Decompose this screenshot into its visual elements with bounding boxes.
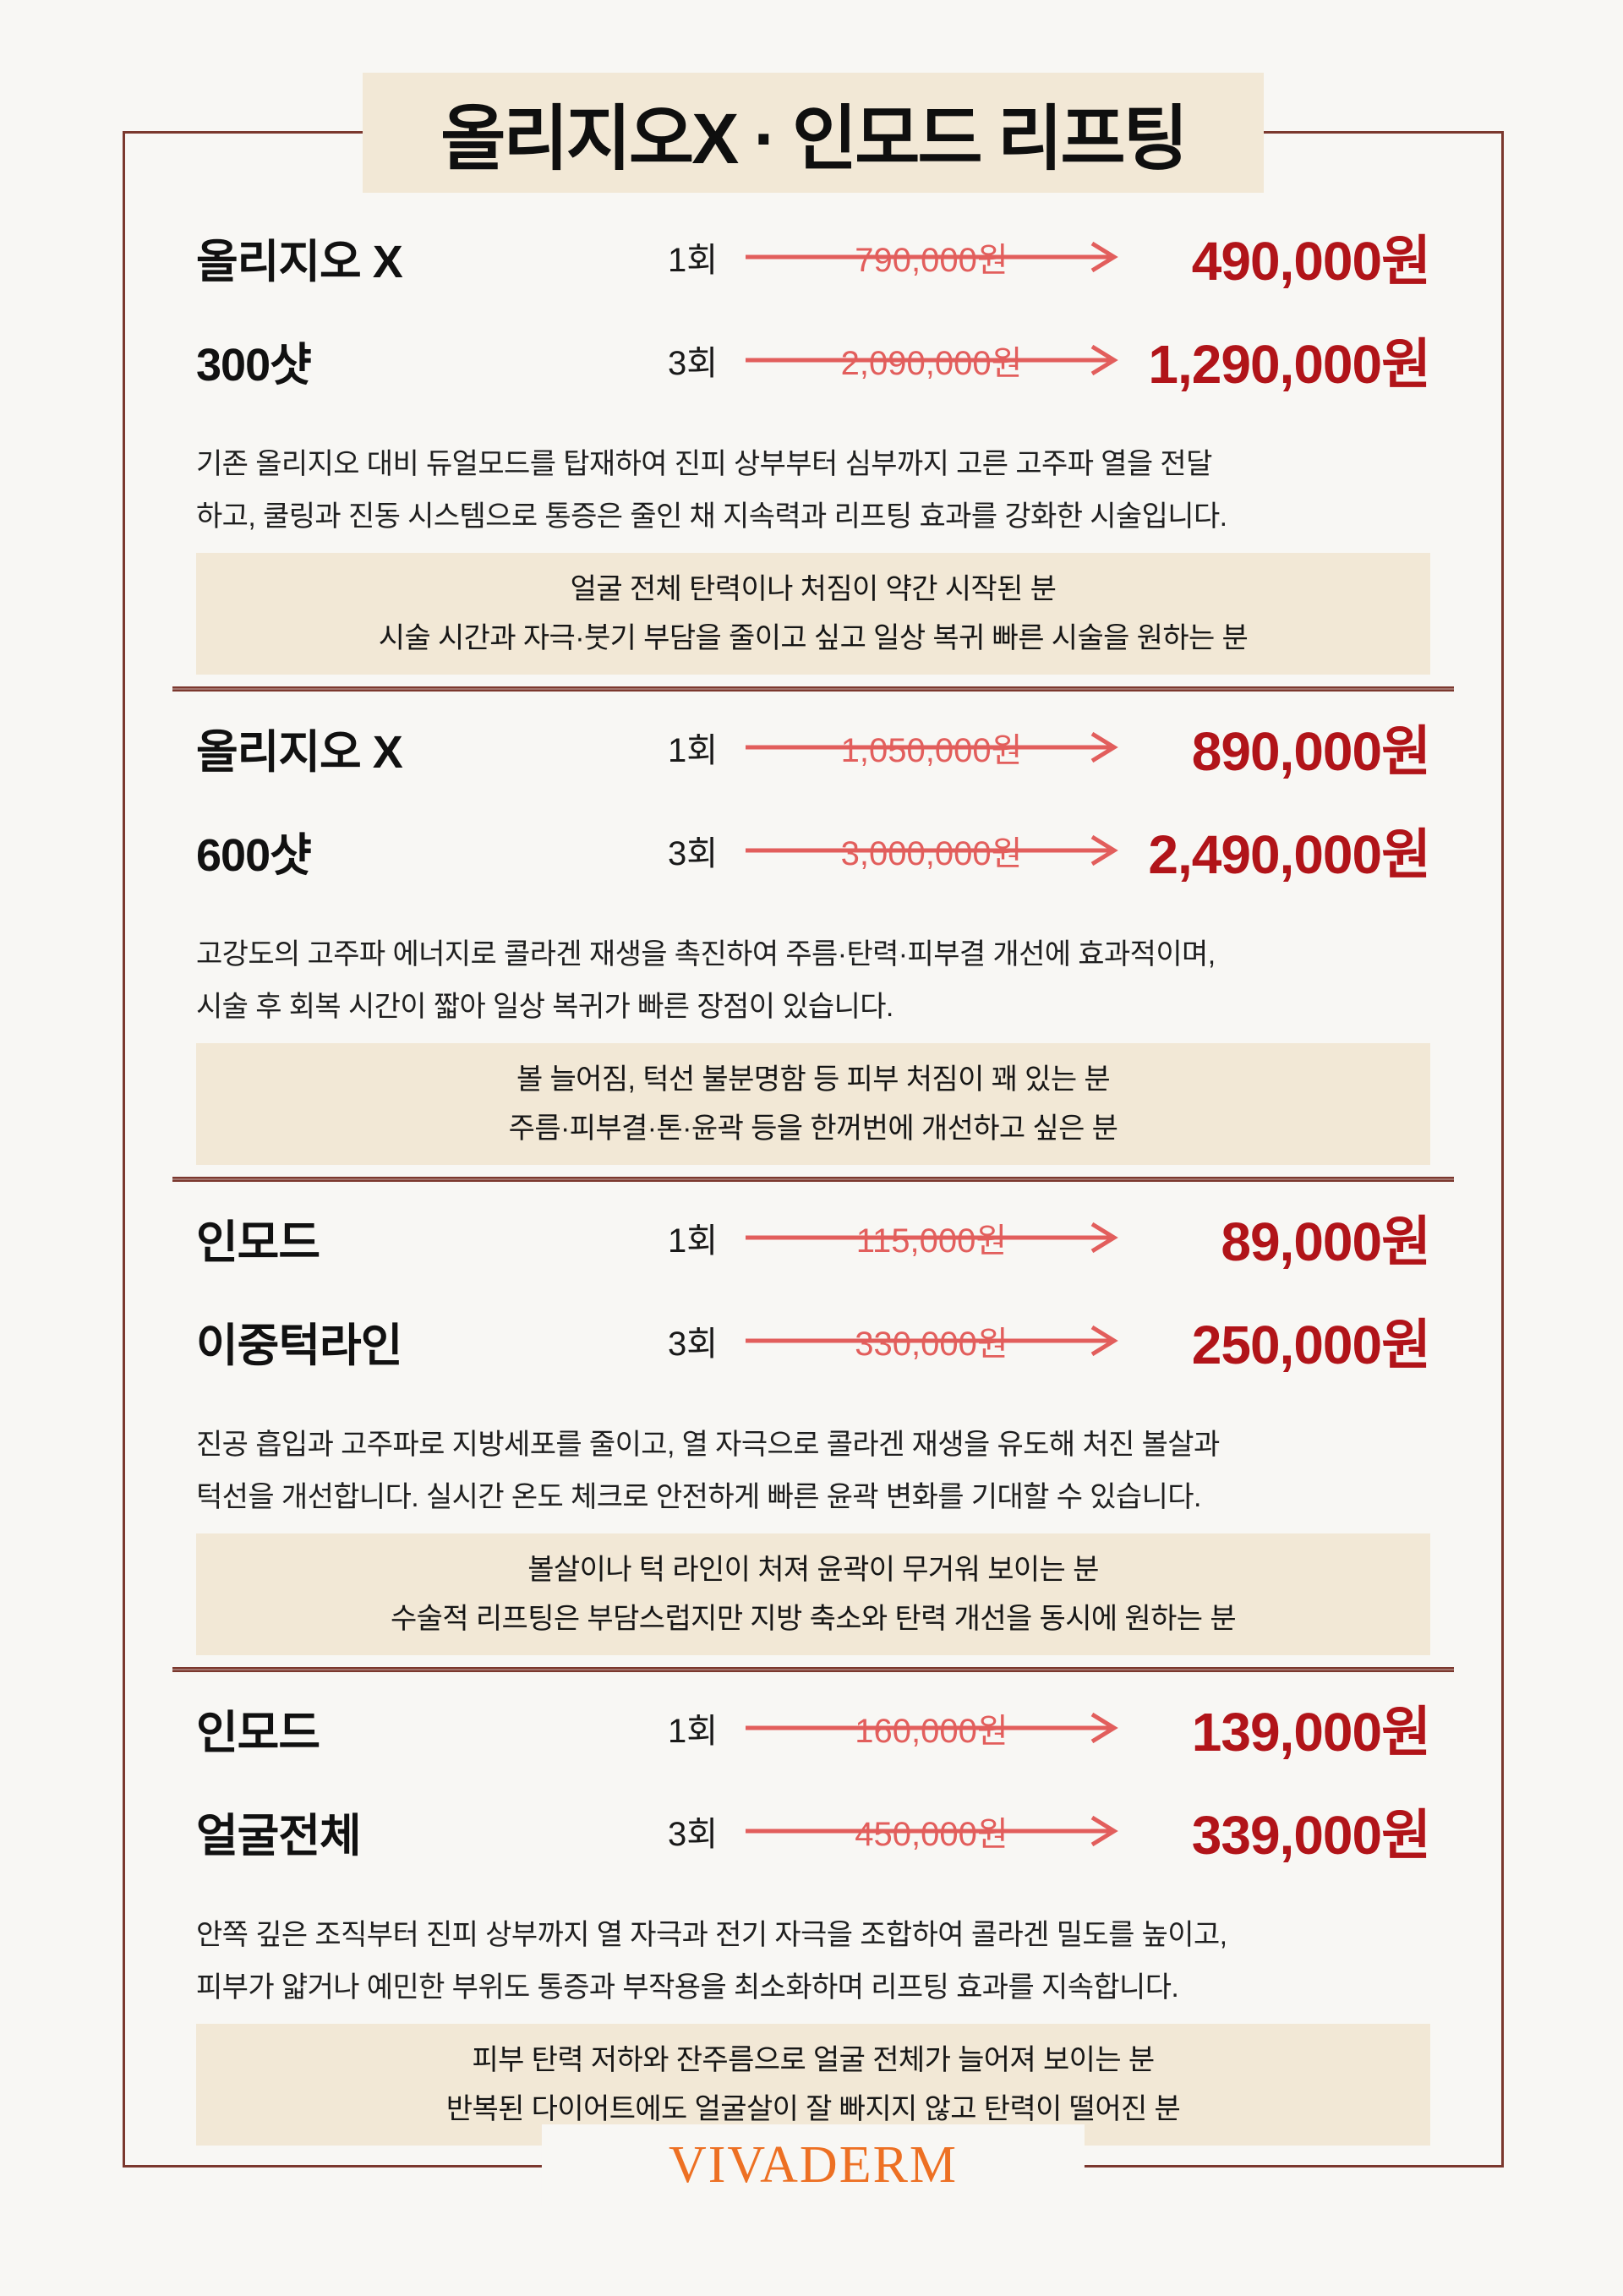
original-price: 1,050,000원	[840, 732, 1023, 769]
original-price-group: 330,000원	[742, 1302, 1121, 1380]
treatment-name-line: 이중턱라인	[196, 1320, 402, 1371]
description-line: 시술 후 회복 시간이 짧아 일상 복귀가 빠른 장점이 있습니다.	[196, 991, 893, 1023]
original-price: 790,000원	[855, 242, 1008, 279]
section-divider	[172, 1177, 1454, 1182]
description-line: 진공 흡입과 고주파로 지방세포를 줄이고, 열 자극으로 콜라겐 재생을 유도…	[196, 1429, 1220, 1461]
description-line: 하고, 쿨링과 진동 시스템으로 통증은 줄인 채 지속력과 리프팅 효과를 강…	[196, 500, 1227, 533]
original-price-group: 450,000원	[742, 1792, 1121, 1870]
treatment-name: 인모드 얼굴전체	[196, 1689, 668, 1870]
treatment-name-line: 인모드	[196, 1216, 320, 1268]
treatment-name-line: 올리지오 X	[196, 236, 403, 287]
original-price-group: 3,000,000원	[742, 812, 1121, 889]
original-price-group: 2,090,000원	[742, 321, 1121, 399]
brand-logo: VIVADERM	[668, 2135, 959, 2194]
treatment-name: 올리지오 X 600샷	[196, 708, 668, 889]
recommendation-line: 피부 탄력 저하와 잔주름으로 얼굴 전체가 늘어져 보이는 분	[472, 2044, 1155, 2076]
treatment-name-line: 인모드	[196, 1707, 320, 1758]
treatment-name-line: 600샷	[196, 829, 312, 881]
original-price: 330,000원	[855, 1326, 1008, 1363]
recommendation-line: 볼 늘어짐, 턱선 불분명함 등 피부 처짐이 꽤 있는 분	[516, 1063, 1111, 1096]
discount-price: 139,000원	[1191, 1702, 1431, 1763]
session-count-label: 1회	[668, 1222, 719, 1260]
section-divider	[172, 686, 1454, 692]
price-rows: 올리지오 X 300샷 1회 790,000원 490,000원 3회 2,09…	[196, 218, 1431, 399]
treatment-description: 기존 올리지오 대비 듀얼모드를 탑재하여 진피 상부부터 심부까지 고른 고주…	[196, 438, 1430, 543]
session-count-label: 3회	[668, 1326, 719, 1363]
original-price: 450,000원	[855, 1816, 1008, 1853]
description-line: 고강도의 고주파 에너지로 콜라겐 재생을 촉진하여 주름·탄력·피부결 개선에…	[196, 938, 1216, 970]
original-price: 160,000원	[855, 1713, 1008, 1750]
original-price: 3,000,000원	[840, 835, 1023, 872]
description-line: 피부가 얇거나 예민한 부위도 통증과 부작용을 최소화하며 리프팅 효과를 지…	[196, 1971, 1179, 2004]
discount-price: 339,000원	[1191, 1805, 1431, 1866]
original-price-group: 115,000원	[742, 1199, 1121, 1276]
treatment-section-oligio-300: 올리지오 X 300샷 1회 790,000원 490,000원 3회 2,09…	[172, 134, 1454, 692]
page-title: 올리지오X · 인모드 리프팅	[440, 98, 1189, 178]
recommendation-line: 얼굴 전체 탄력이나 처짐이 약간 시작된 분	[570, 573, 1057, 605]
treatment-name: 인모드 이중턱라인	[196, 1199, 668, 1380]
recommendation-box: 볼 늘어짐, 턱선 불분명함 등 피부 처짐이 꽤 있는 분 주름·피부결·톤·…	[196, 1043, 1430, 1165]
recommendation-box: 얼굴 전체 탄력이나 처짐이 약간 시작된 분 시술 시간과 자극·붓기 부담을…	[196, 553, 1430, 675]
discount-price: 89,000원	[1221, 1211, 1431, 1272]
treatment-description: 고강도의 고주파 에너지로 콜라겐 재생을 촉진하여 주름·탄력·피부결 개선에…	[196, 928, 1430, 1033]
poster-content: 올리지오 X 300샷 1회 790,000원 490,000원 3회 2,09…	[125, 134, 1501, 2165]
discount-price: 250,000원	[1191, 1315, 1431, 1375]
treatment-description: 안쪽 깊은 조직부터 진피 상부까지 열 자극과 전기 자극을 조합하여 콜라겐…	[196, 1909, 1430, 2014]
original-price: 2,090,000원	[840, 345, 1023, 382]
recommendation-line: 반복된 다이어트에도 얼굴살이 잘 빠지지 않고 탄력이 떨어진 분	[445, 2093, 1181, 2125]
recommendation-line: 주름·피부결·톤·윤곽 등을 한꺼번에 개선하고 싶은 분	[508, 1112, 1118, 1145]
page-title-banner: 올리지오X · 인모드 리프팅	[363, 73, 1264, 193]
session-count-label: 3회	[668, 345, 719, 382]
session-count-label: 3회	[668, 835, 719, 872]
discount-price: 890,000원	[1191, 721, 1431, 782]
session-count-label: 1회	[668, 732, 719, 769]
description-line: 턱선을 개선합니다. 실시간 온도 체크로 안전하게 빠른 윤곽 변화를 기대할…	[196, 1481, 1201, 1513]
discount-price: 1,290,000원	[1148, 334, 1431, 395]
discount-price: 490,000원	[1191, 231, 1431, 292]
treatment-name: 올리지오 X 300샷	[196, 218, 668, 399]
original-price-group: 160,000원	[742, 1689, 1121, 1767]
treatment-name-line: 300샷	[196, 339, 312, 391]
recommendation-line: 수술적 리프팅은 부담스럽지만 지방 축소와 탄력 개선을 동시에 원하는 분	[390, 1603, 1237, 1635]
recommendation-box: 볼살이나 턱 라인이 처져 윤곽이 무거워 보이는 분 수술적 리프팅은 부담스…	[196, 1533, 1430, 1655]
description-line: 안쪽 깊은 조직부터 진피 상부까지 열 자극과 전기 자극을 조합하여 콜라겐…	[196, 1919, 1227, 1951]
section-divider	[172, 1667, 1454, 1672]
price-poster-frame: 올리지오X · 인모드 리프팅 올리지오 X 300샷 1회 790,000원 …	[123, 73, 1504, 2206]
discount-price: 2,490,000원	[1148, 824, 1431, 885]
recommendation-line: 볼살이나 턱 라인이 처져 윤곽이 무거워 보이는 분	[527, 1554, 1099, 1586]
treatment-name-line: 올리지오 X	[196, 726, 403, 778]
original-price-group: 790,000원	[742, 218, 1121, 296]
description-line: 기존 올리지오 대비 듀얼모드를 탑재하여 진피 상부부터 심부까지 고른 고주…	[196, 448, 1212, 480]
treatment-section-oligio-600: 올리지오 X 600샷 1회 1,050,000원 890,000원 3회 3,…	[172, 692, 1454, 1182]
session-count-label: 3회	[668, 1816, 719, 1853]
treatment-section-inmode-fullface: 인모드 얼굴전체 1회 160,000원 139,000원 3회 450,000…	[196, 1672, 1431, 2146]
price-rows: 인모드 얼굴전체 1회 160,000원 139,000원 3회 450,000…	[196, 1689, 1431, 1870]
original-price: 115,000원	[855, 1222, 1008, 1260]
price-rows: 올리지오 X 600샷 1회 1,050,000원 890,000원 3회 3,…	[196, 708, 1431, 889]
treatment-name-line: 얼굴전체	[196, 1810, 362, 1861]
recommendation-line: 시술 시간과 자극·붓기 부담을 줄이고 싶고 일상 복귀 빠른 시술을 원하는…	[378, 622, 1249, 654]
brand-logo-wrap: VIVADERM	[541, 2124, 1085, 2206]
original-price-group: 1,050,000원	[742, 708, 1121, 786]
treatment-description: 진공 흡입과 고주파로 지방세포를 줄이고, 열 자극으로 콜라겐 재생을 유도…	[196, 1419, 1430, 1523]
session-count-label: 1회	[668, 242, 719, 279]
treatment-section-inmode-jawline: 인모드 이중턱라인 1회 115,000원 89,000원 3회 330,000…	[172, 1182, 1454, 1672]
session-count-label: 1회	[668, 1713, 719, 1750]
price-rows: 인모드 이중턱라인 1회 115,000원 89,000원 3회 330,000…	[196, 1199, 1431, 1380]
